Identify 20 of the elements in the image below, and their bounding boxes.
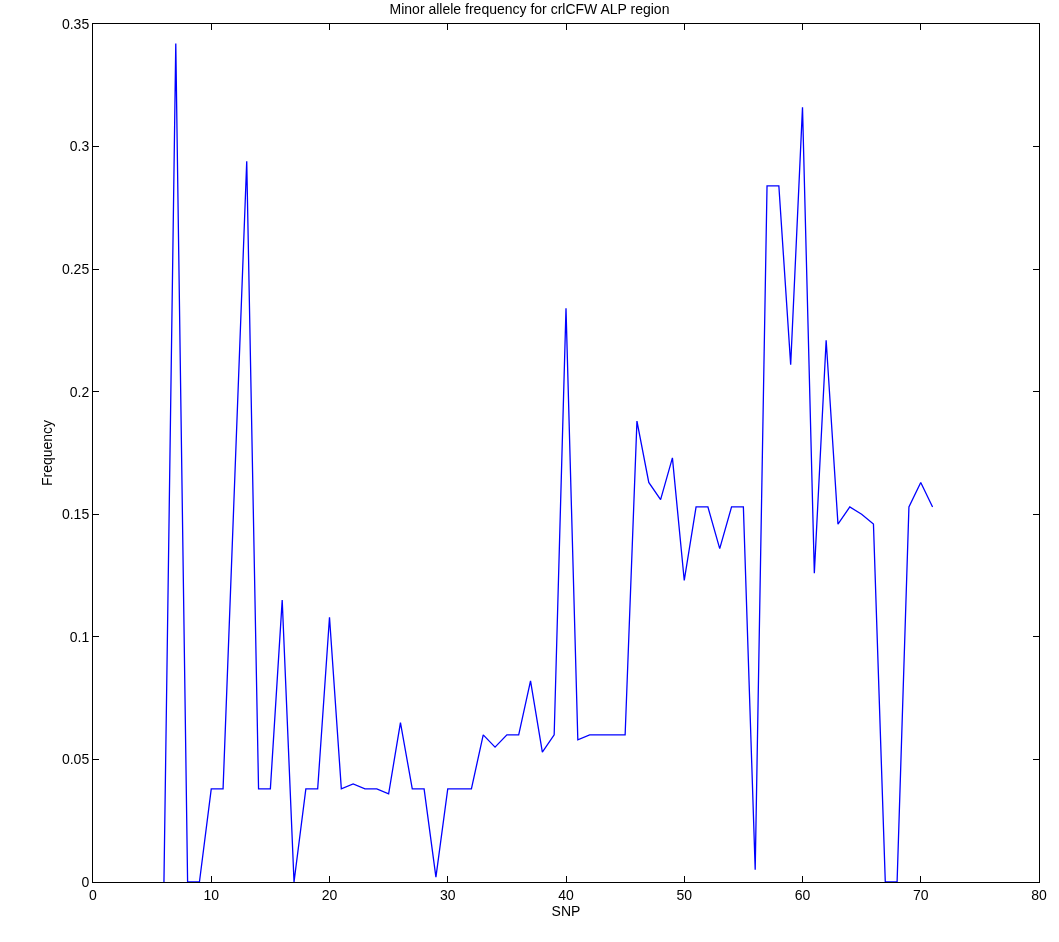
chart-title: Minor allele frequency for crlCFW ALP region [389, 0, 670, 17]
y-tick-label: 0.1 [69, 628, 90, 645]
y-tick-label: 0.25 [61, 261, 90, 278]
x-tick-label: 40 [558, 886, 574, 903]
x-tick-label: 80 [1031, 886, 1047, 903]
y-axis-title: Frequency [38, 419, 55, 487]
y-tick-label: 0.3 [69, 138, 90, 155]
x-tick-label: 30 [439, 886, 456, 903]
y-tick-label: 0.35 [61, 15, 90, 32]
x-axis-title: SNP [551, 903, 581, 920]
x-tick-label: 70 [912, 886, 929, 903]
y-tick-label: 0 [81, 873, 90, 890]
y-tick-label: 0.15 [61, 506, 90, 523]
y-tick-label: 0.2 [69, 383, 90, 400]
x-tick-label: 20 [321, 886, 338, 903]
y-tick-label: 0.05 [61, 751, 90, 768]
x-tick-label: 10 [203, 886, 220, 903]
x-tick-label: 60 [794, 886, 811, 903]
x-tick-label: 50 [676, 886, 693, 903]
line-series [163, 42, 934, 882]
